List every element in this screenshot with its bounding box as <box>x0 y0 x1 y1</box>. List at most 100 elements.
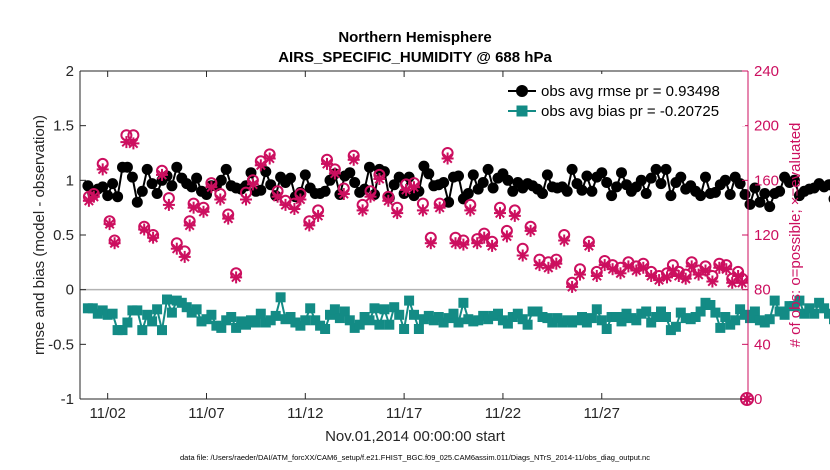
evaluated-obs-point-stroke <box>97 164 108 175</box>
evaluated-obs-point-stroke <box>215 194 226 205</box>
bias-data-point <box>715 322 726 333</box>
x-tick-label: 11/12 <box>287 405 323 422</box>
bias-data-point <box>394 309 405 320</box>
rmse-data-point <box>581 170 593 182</box>
evaluated-obs-point-stroke <box>567 281 578 292</box>
evaluated-obs-point-stroke <box>680 273 691 284</box>
rmse-data-point <box>97 181 109 193</box>
evaluated-obs-point-stroke <box>289 204 300 215</box>
bias-data-point <box>300 315 311 326</box>
rmse-data-point <box>136 185 148 197</box>
bias-data-point <box>344 315 355 326</box>
evaluated-obs-point-stroke <box>599 260 610 271</box>
bias-data-point <box>789 301 800 312</box>
y-tick-label: 1 <box>66 172 74 189</box>
bias-data-point <box>122 317 133 328</box>
evaluated-obs-point-stroke <box>638 262 649 273</box>
rmse-data-point <box>453 170 464 182</box>
evaluated-obs-point <box>120 136 133 149</box>
rmse-data-point <box>131 196 143 208</box>
evaluated-obs-point-stroke <box>559 235 570 246</box>
rmse-data-point <box>107 178 119 190</box>
x-tick-label: 11/02 <box>89 405 125 422</box>
evaluated-obs-point <box>263 152 276 165</box>
evaluated-obs-point <box>661 271 673 284</box>
evaluated-obs-point-stroke <box>295 194 306 205</box>
bias-data-point <box>152 304 163 315</box>
rmse-data-point <box>724 189 736 200</box>
bias-data-point <box>255 308 266 319</box>
evaluated-obs-point <box>494 207 506 220</box>
rmse-data-point <box>823 179 830 191</box>
rmse-data-point <box>171 161 183 173</box>
bias-data-point <box>132 305 143 316</box>
rmse-data-point <box>359 183 371 195</box>
legend-rmse-label: obs avg rmse pr = 0.93498 <box>541 83 720 100</box>
evaluated-obs-point-stroke <box>348 154 359 165</box>
evaluated-obs-point <box>516 249 529 262</box>
rmse-data-point <box>186 181 198 193</box>
rmse-data-point <box>734 178 746 190</box>
bias-data-point <box>819 303 830 314</box>
rmse-data-point <box>601 177 613 188</box>
evaluated-obs-point <box>685 260 698 273</box>
bias-data-point <box>295 320 306 331</box>
y2-tick-label: 80 <box>754 282 771 299</box>
evaluated-obs-point <box>408 181 420 194</box>
rmse-data-point <box>141 163 153 175</box>
y2-tick-label: 160 <box>754 172 779 189</box>
evaluated-obs-point <box>364 190 377 203</box>
evaluated-obs-point-stroke <box>434 202 445 213</box>
evaluated-obs-point <box>464 204 477 217</box>
evaluated-obs-point-stroke <box>700 265 711 276</box>
evaluated-obs-point-stroke <box>673 271 684 281</box>
evaluated-obs-point <box>574 268 586 281</box>
rmse-data-point <box>606 190 618 202</box>
evaluated-obs-point <box>699 264 712 277</box>
rmse-data-point <box>423 168 435 180</box>
rmse-data-point <box>754 196 766 208</box>
bias-data-point <box>730 315 741 326</box>
evaluated-obs-point-stroke <box>171 243 182 254</box>
evaluated-obs-point <box>183 219 196 232</box>
rmse-data-point <box>482 163 494 175</box>
evaluated-obs-point-stroke <box>184 220 195 231</box>
evaluated-obs-point-stroke <box>374 173 385 184</box>
evaluated-obs-point-stroke <box>737 277 748 288</box>
evaluated-obs-point <box>178 250 191 263</box>
evaluated-obs-point-stroke <box>241 194 252 205</box>
bias-data-point <box>710 307 721 318</box>
rmse-data-point <box>645 172 657 184</box>
evaluated-obs-point <box>294 193 307 206</box>
y-tick-label: 0 <box>66 282 74 299</box>
evaluated-obs-point-stroke <box>487 240 498 251</box>
evaluated-obs-point-stroke <box>148 232 159 243</box>
evaluated-obs-point-stroke <box>409 182 419 193</box>
bias-data-point <box>181 302 192 313</box>
evaluated-obs-point-stroke <box>329 168 340 179</box>
evaluated-obs-point <box>246 178 259 191</box>
bias-data-point <box>586 313 597 324</box>
evaluated-obs-point <box>271 190 284 203</box>
rmse-data-point <box>220 163 232 175</box>
rmse-data-point <box>487 182 499 194</box>
rmse-data-point <box>586 185 598 197</box>
rmse-data-point <box>700 171 711 183</box>
evaluated-obs-point-stroke <box>247 179 258 190</box>
axes-layer: -1 -0.5 0 0.5 1 1.5 2 0 40 80 120 160 200 240 11/02 11/… <box>48 63 779 422</box>
evaluated-obs-point-stroke <box>417 205 428 216</box>
rmse-data-point <box>749 182 761 194</box>
evaluated-obs-point <box>162 198 175 211</box>
rmse-data-point <box>477 177 489 188</box>
evaluated-obs-point-stroke <box>575 269 586 280</box>
bias-data-point <box>166 307 177 318</box>
rmse-data-point <box>112 191 124 203</box>
y2-axis-label: # of obs: o=possible; ×=evaluated <box>787 123 804 348</box>
evaluated-obs-point-stroke <box>338 189 349 199</box>
y2-tick-label: 200 <box>754 118 779 135</box>
rmse-data-point <box>675 171 687 183</box>
evaluated-obs-point-stroke <box>425 238 436 249</box>
rmse-data-point <box>364 161 375 173</box>
rmse-data-point <box>596 167 608 179</box>
bias-data-point <box>596 315 607 326</box>
